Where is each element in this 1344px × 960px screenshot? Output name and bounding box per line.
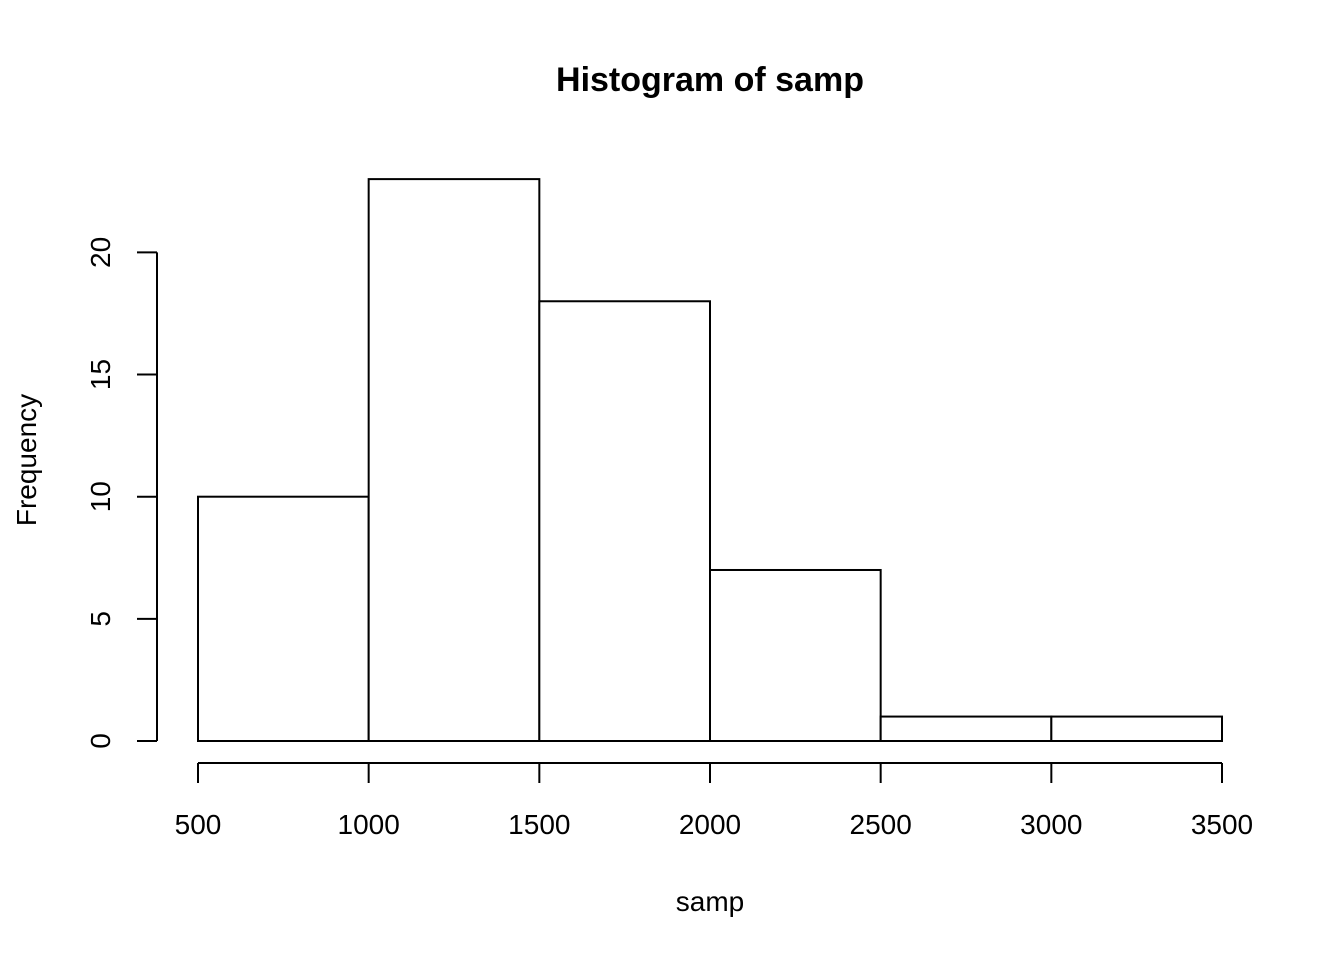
x-tick-label-2500: 2500 <box>850 809 912 840</box>
y-tick-label-10: 10 <box>85 481 116 512</box>
y-tick-label-0: 0 <box>85 733 116 749</box>
bars-group <box>197 178 1224 743</box>
chart-title: Histogram of samp <box>556 61 864 99</box>
histogram-bar-5 <box>1050 715 1224 743</box>
y-tick-label-15: 15 <box>85 359 116 390</box>
y-tick-label-20: 20 <box>85 237 116 268</box>
histogram-bar-3 <box>709 568 882 742</box>
x-tick-label-3000: 3000 <box>1020 809 1082 840</box>
x-axis-label: samp <box>676 886 744 917</box>
y-tick-label-5: 5 <box>85 611 116 627</box>
x-tick-label-1000: 1000 <box>338 809 400 840</box>
histogram-bar-2 <box>538 300 711 742</box>
x-tick-label-1500: 1500 <box>508 809 570 840</box>
x-axis: 500 1000 1500 2000 2500 3000 3500 <box>175 762 1253 840</box>
y-axis: 0 5 10 15 20 <box>85 237 158 749</box>
histogram-bar-1 <box>367 178 541 743</box>
histogram-bar-0 <box>197 495 370 743</box>
x-tick-label-2000: 2000 <box>679 809 741 840</box>
histogram-bar-4 <box>879 715 1053 743</box>
y-axis-label: Frequency <box>11 394 42 526</box>
x-tick-label-500: 500 <box>175 809 222 840</box>
x-tick-label-3500: 3500 <box>1191 809 1253 840</box>
